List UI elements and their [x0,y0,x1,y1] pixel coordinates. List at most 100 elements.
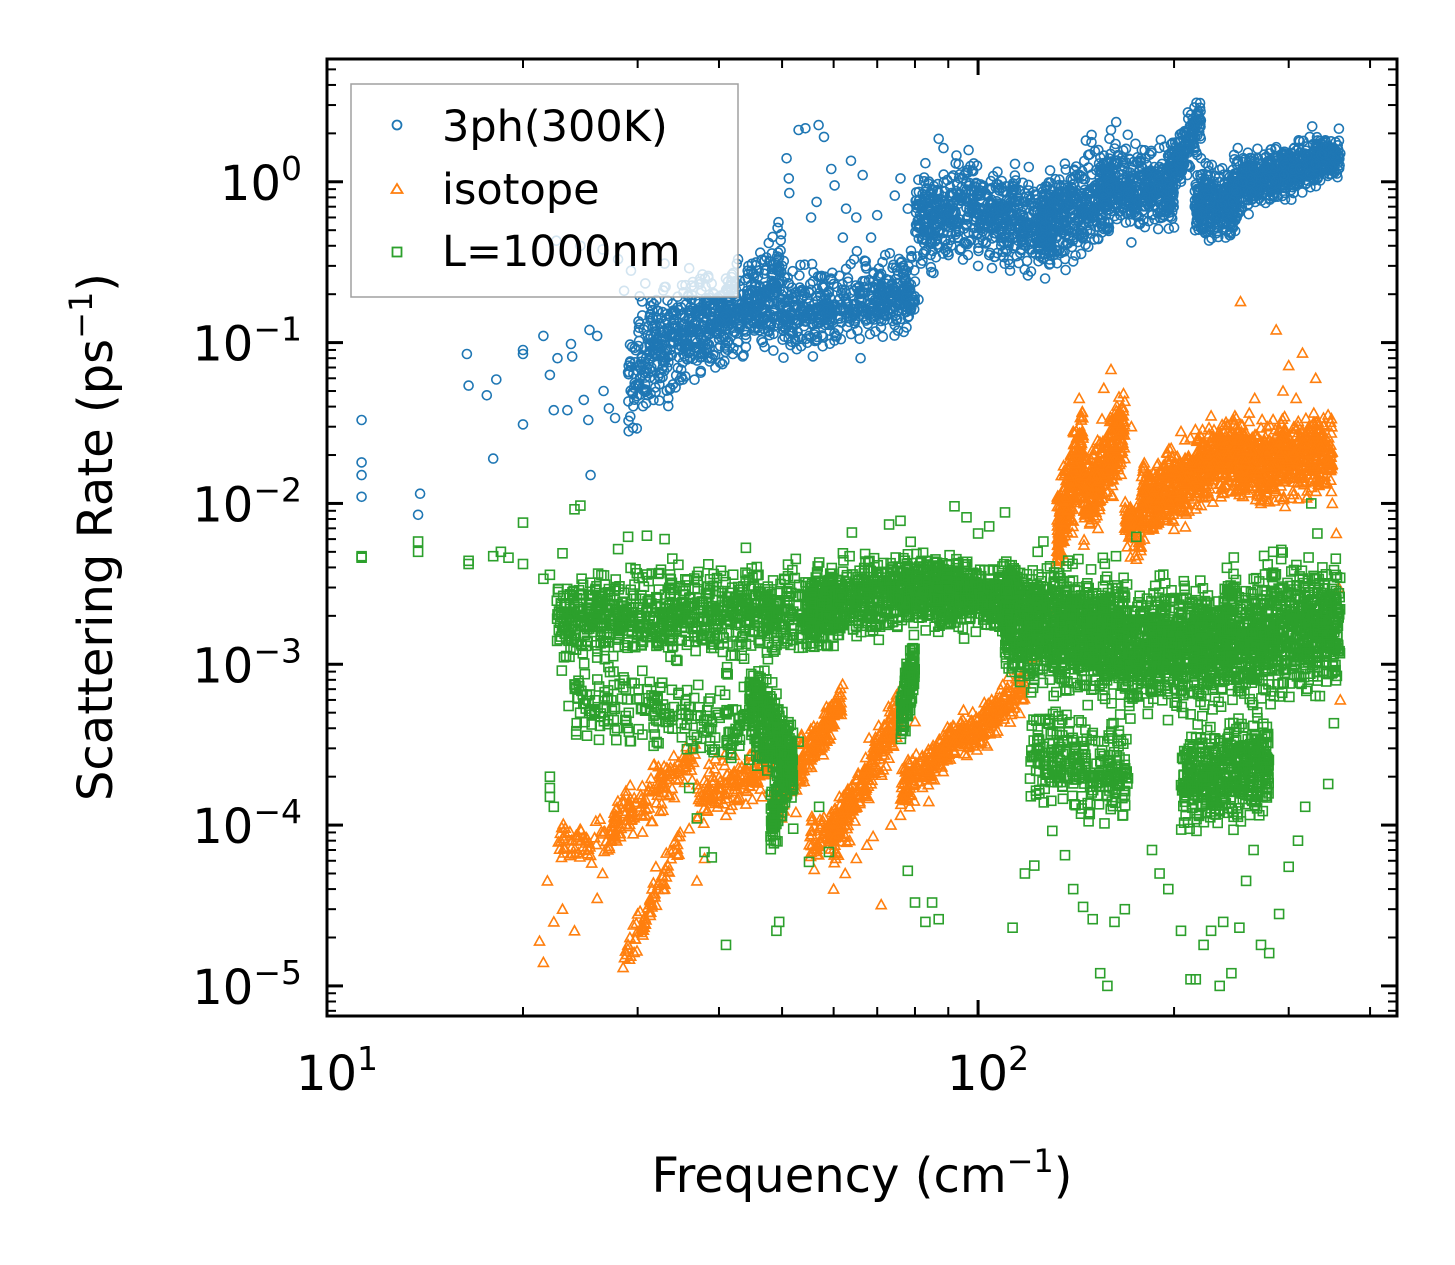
data-point [799,259,810,271]
data-point [650,312,662,324]
data-point [890,289,901,300]
data-point [899,264,911,276]
data-point [851,245,863,257]
data-point [754,247,766,258]
data-point [933,242,945,253]
data-point [648,298,660,310]
data-point [898,262,909,274]
data-point [685,301,696,313]
data-point [893,253,905,265]
data-point [806,308,817,320]
data-point [701,328,713,339]
data-point [824,338,836,350]
data-point [715,316,727,328]
data-point [778,313,789,324]
data-point [693,343,705,355]
data-point [891,264,903,276]
data-point [709,350,721,361]
data-point [803,286,815,298]
data-point [767,276,779,288]
data-point [623,368,634,380]
data-point [859,275,871,287]
data-point [647,312,658,324]
data-point [743,260,754,272]
data-point [778,255,790,267]
data-point [864,328,876,340]
data-point [798,290,810,301]
data-point [633,326,644,338]
data-point [855,302,867,313]
data-point [875,321,887,333]
data-point [720,346,731,358]
data-point [777,324,789,336]
data-point [719,342,731,354]
data-point [753,302,764,314]
data-point [854,300,866,312]
data-point [803,306,815,318]
data-point [801,337,813,349]
data-point [872,291,884,303]
data-point [639,341,651,353]
data-point [913,186,925,198]
data-point [796,291,808,303]
data-point [689,374,700,386]
data-point [662,351,674,362]
data-point [781,303,793,314]
data-point [654,317,665,329]
data-point [835,287,847,299]
data-point [635,362,647,374]
data-point [660,345,671,357]
data-point [667,336,679,348]
data-point [663,310,675,322]
data-point [768,298,780,310]
data-point [663,356,674,368]
data-point [662,392,674,404]
data-point [953,158,965,170]
data-point [889,330,900,341]
data-point [633,322,645,334]
data-point [772,247,784,258]
data-point [640,384,652,396]
data-point [790,318,802,330]
data-point [917,248,929,260]
data-point [764,329,775,341]
data-point [648,331,659,343]
data-point [920,157,931,169]
data-point [807,351,819,362]
data-point [874,271,886,282]
data-point [792,326,804,338]
data-point [833,310,845,322]
data-point [913,174,924,186]
data-point [822,318,834,330]
data-point [873,301,884,313]
data-point [930,251,942,263]
data-point [672,302,683,313]
data-point [856,295,867,307]
data-point [756,334,767,346]
data-point [689,335,701,347]
data-point [633,316,644,327]
data-point [648,336,660,347]
data-point [624,411,636,422]
data-point [681,334,693,345]
data-point [766,269,777,280]
data-point [723,300,735,311]
data-point [902,312,914,323]
data-point [854,333,866,345]
data-point [958,170,970,181]
data-point [623,425,635,437]
data-point [877,331,889,343]
data-point [678,318,690,330]
data-point [823,311,834,322]
data-point [808,318,820,330]
data-point [954,244,966,256]
data-point [806,258,818,270]
data-point [754,280,766,292]
data-point [925,261,937,273]
data-point [651,305,663,317]
data-point [651,359,663,371]
data-point [854,288,866,300]
data-point [782,296,794,307]
data-point [821,289,833,300]
data-point [775,228,787,240]
